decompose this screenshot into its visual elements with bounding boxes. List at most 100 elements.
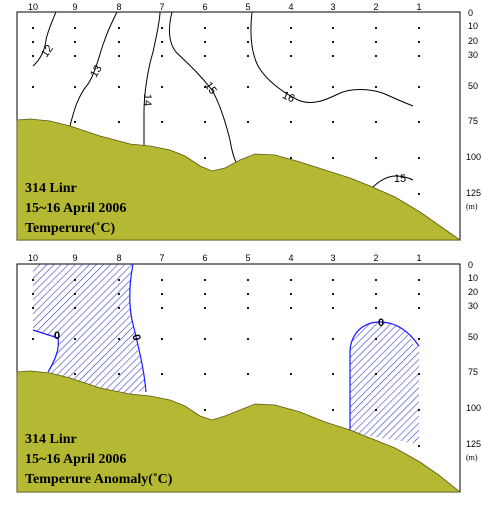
zero-contour-east (349, 321, 420, 432)
sea-floor (16, 118, 462, 241)
sample-point (417, 192, 421, 196)
isotherm-label: 14 (141, 94, 153, 106)
depth-label: 0 (468, 8, 473, 18)
isotherm-13 (69, 11, 118, 127)
sample-point (246, 372, 250, 376)
sample-point (417, 156, 421, 160)
sample-point (73, 120, 77, 124)
sample-point (417, 278, 421, 282)
depth-label: 100 (466, 152, 481, 162)
sample-point (417, 337, 421, 341)
sample-point (73, 54, 77, 58)
sample-point (203, 26, 207, 30)
sample-point (203, 408, 207, 412)
sample-point (289, 120, 293, 124)
sample-point (117, 120, 121, 124)
sample-point (374, 408, 378, 412)
sample-point (160, 292, 164, 296)
depth-label: 75 (468, 116, 478, 126)
sample-point (160, 337, 164, 341)
station-label: 4 (288, 253, 293, 263)
sample-point (331, 292, 335, 296)
depth-label: 30 (468, 50, 478, 60)
depth-label: 10 (468, 21, 478, 31)
sample-point (246, 278, 250, 282)
sample-point (73, 40, 77, 44)
sample-point (203, 292, 207, 296)
sample-point (374, 85, 378, 89)
sample-point (331, 40, 335, 44)
isotherm-16 (250, 11, 414, 107)
sample-point (331, 278, 335, 282)
sample-point (374, 337, 378, 341)
variable-line: Temperure Anomaly(˚C) (25, 472, 173, 487)
depth-label: 125 (466, 439, 481, 449)
sample-point (203, 40, 207, 44)
sample-point (374, 372, 378, 376)
isotherm-15 (168, 11, 237, 163)
station-label: 5 (245, 2, 250, 12)
sample-point (160, 278, 164, 282)
sample-point (246, 337, 250, 341)
sample-point (374, 40, 378, 44)
depth-unit: (m) (466, 202, 478, 211)
zero-label: 0 (54, 330, 60, 342)
isotherm-12 (32, 11, 57, 67)
sample-point (73, 372, 77, 376)
sample-point (203, 120, 207, 124)
sample-point (374, 278, 378, 282)
zero-contour-labels: 0 0 0 (54, 317, 384, 342)
station-label: 1 (416, 2, 421, 12)
sample-point (31, 292, 35, 296)
depth-label: 20 (468, 287, 478, 297)
depth-label: 50 (468, 332, 478, 342)
sample-point (246, 292, 250, 296)
sample-point (117, 292, 121, 296)
depth-label: 125 (466, 188, 481, 198)
isotherm-label: 15 (394, 173, 406, 185)
sample-point (289, 26, 293, 30)
station-label: 6 (202, 253, 207, 263)
sample-point (160, 54, 164, 58)
isotherm-15b (371, 175, 414, 189)
temperature-panel: 10 9 8 7 6 5 4 3 2 1 0 10 20 30 50 75 10… (16, 2, 481, 241)
depth-axis: 0 10 20 30 50 75 100 125 (m) (466, 260, 481, 462)
sample-point (160, 306, 164, 310)
sample-point (31, 85, 35, 89)
date-line: 15~16 April 2006 (25, 201, 126, 216)
sample-point (117, 40, 121, 44)
depth-label: 50 (468, 81, 478, 91)
sample-point (203, 156, 207, 160)
variable-line: Temperure(˚C) (25, 221, 116, 236)
sample-point (289, 306, 293, 310)
sample-point (246, 85, 250, 89)
negative-anomaly-region-east (350, 322, 419, 444)
sample-point (331, 408, 335, 412)
isotherm-labels: 12 13 14 15 16 15 (39, 43, 406, 185)
sample-point (417, 444, 421, 448)
sample-point (417, 26, 421, 30)
sample-point (160, 40, 164, 44)
sample-point (246, 120, 250, 124)
sample-point (417, 85, 421, 89)
zero-contour-west (32, 329, 59, 373)
sample-point (331, 120, 335, 124)
isotherm-label: 16 (280, 89, 296, 105)
sample-point (246, 40, 250, 44)
sample-point (417, 372, 421, 376)
sample-point (31, 40, 35, 44)
depth-label: 20 (468, 36, 478, 46)
sample-point (160, 372, 164, 376)
sample-point (160, 85, 164, 89)
zero-label: 0 (378, 317, 384, 329)
station-label: 7 (159, 253, 164, 263)
station-label: 4 (288, 2, 293, 12)
sample-point (374, 292, 378, 296)
sample-point (117, 337, 121, 341)
panel-info: 314 Linr 15~16 April 2006 Temperure Anom… (25, 432, 173, 487)
sample-point (203, 54, 207, 58)
sample-point (374, 54, 378, 58)
isotherm-label: 15 (202, 80, 219, 97)
station-axis: 10 9 8 7 6 5 4 3 2 1 (28, 253, 422, 263)
